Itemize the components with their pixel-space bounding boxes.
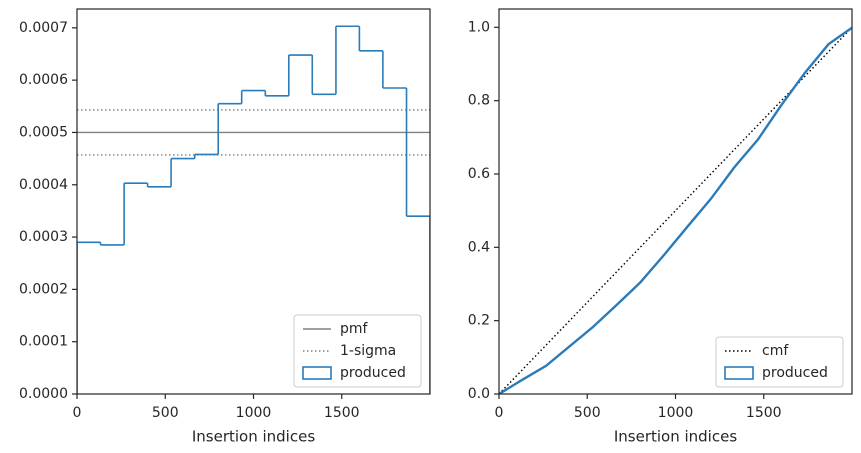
legend-label: produced <box>340 365 406 381</box>
x-tick-label: 1000 <box>658 405 694 421</box>
x-tick-label: 1500 <box>324 405 360 421</box>
y-tick-label: 0.0002 <box>19 281 68 297</box>
legend: cmf produced <box>715 336 844 388</box>
legend-swatch <box>724 366 754 380</box>
y-tick-label: 0.8 <box>468 93 490 109</box>
legend-label: 1-sigma <box>340 343 396 359</box>
y-tick-label: 0.4 <box>468 239 490 255</box>
y-tick-label: 0.2 <box>468 313 490 329</box>
series-line <box>499 26 852 394</box>
axes-frame <box>498 8 853 395</box>
y-tick-label: 0.0001 <box>19 334 68 350</box>
y-tick-label: 0.6 <box>468 166 490 182</box>
axes-frame <box>76 8 431 395</box>
legend-box <box>715 336 844 388</box>
x-axis-label: Insertion indices <box>192 428 315 446</box>
y-tick-label: 0.0 <box>468 386 490 402</box>
subplot: 0.0 0.2 0.4 0.6 0.8 1.0 0 500 1000 1500 Insertion … <box>468 8 853 446</box>
y-tick-label: 0.0003 <box>19 229 68 245</box>
legend: pmf 1-sigma produced <box>293 314 422 388</box>
legend-swatch <box>302 366 332 380</box>
x-axis-label: Insertion indices <box>614 428 737 446</box>
legend-box <box>293 314 422 388</box>
legend-label: pmf <box>340 321 369 337</box>
x-tick-label: 500 <box>152 405 179 421</box>
y-tick-label: 0.0006 <box>19 72 68 88</box>
x-tick-label: 0 <box>73 405 82 421</box>
x-tick-label: 500 <box>574 405 601 421</box>
plot-area <box>77 25 430 394</box>
plot-area <box>499 26 852 394</box>
y-tick-label: 1.0 <box>468 19 490 35</box>
y-tick-label: 0.0005 <box>19 124 68 140</box>
y-tick-label: 0.0007 <box>19 20 68 36</box>
y-tick-label: 0.0004 <box>19 177 68 193</box>
subplot: 0.0000 0.0001 0.0002 0.0003 0.0004 0.0005 0.00… <box>19 8 431 446</box>
x-tick-label: 1000 <box>236 405 272 421</box>
x-tick-label: 0 <box>495 405 504 421</box>
legend-label: cmf <box>762 343 789 359</box>
y-tick-label: 0.0000 <box>19 386 68 402</box>
legend-label: produced <box>762 365 828 381</box>
x-tick-label: 1500 <box>746 405 782 421</box>
